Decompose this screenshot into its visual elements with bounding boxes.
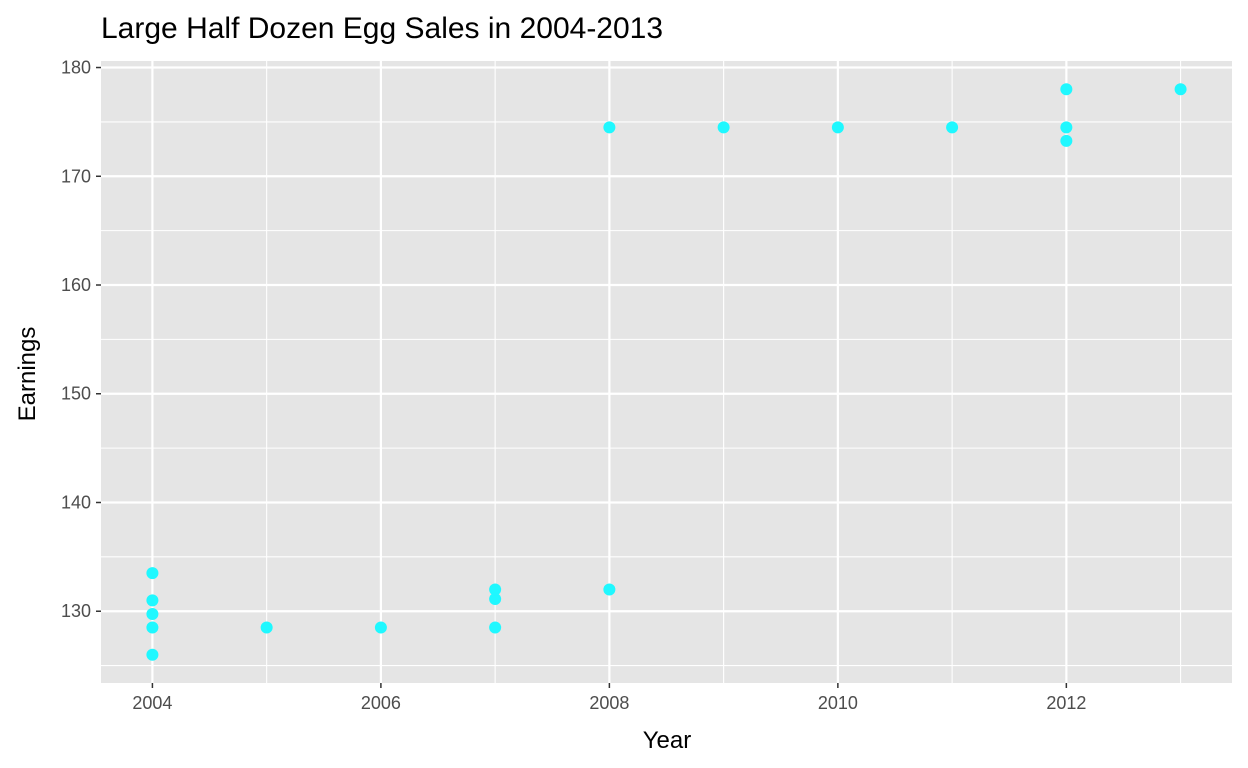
data-point [489, 592, 502, 605]
minor-gridlines [101, 61, 1232, 683]
x-axis: 2004 2006 2008 2010 2012 [132, 683, 1086, 713]
data-point [146, 607, 159, 620]
data-point [146, 648, 159, 661]
x-tick-label: 2006 [361, 693, 401, 713]
y-axis: 130 140 150 160 170 180 [61, 58, 101, 621]
x-tick-label: 2008 [589, 693, 629, 713]
y-tick-label: 160 [61, 275, 91, 295]
data-point [146, 621, 159, 634]
data-point [1060, 121, 1073, 134]
y-tick-label: 130 [61, 601, 91, 621]
data-point [1174, 83, 1187, 96]
major-gridlines [101, 61, 1232, 683]
y-tick-label: 150 [61, 384, 91, 404]
data-points [146, 83, 1187, 661]
data-point [146, 567, 159, 580]
x-tick-label: 2004 [132, 693, 172, 713]
x-axis-title: Year [643, 727, 692, 754]
plot-panel [101, 61, 1232, 683]
y-tick-label: 170 [61, 166, 91, 186]
data-point [603, 121, 616, 134]
x-tick-label: 2012 [1046, 693, 1086, 713]
data-point [1060, 83, 1073, 96]
y-tick-label: 180 [61, 58, 91, 78]
data-point [946, 121, 959, 134]
y-axis-title: Earnings [14, 327, 41, 422]
y-tick-label: 140 [61, 492, 91, 512]
data-point [489, 621, 502, 634]
data-point [603, 583, 616, 596]
x-tick-label: 2010 [818, 693, 858, 713]
chart-title: Large Half Dozen Egg Sales in 2004-2013 [101, 12, 663, 45]
data-point [374, 621, 387, 634]
data-point [489, 583, 502, 596]
data-point [260, 621, 273, 634]
data-point [717, 121, 730, 134]
data-point [1060, 134, 1073, 147]
data-point [831, 121, 844, 134]
data-point [146, 594, 159, 607]
